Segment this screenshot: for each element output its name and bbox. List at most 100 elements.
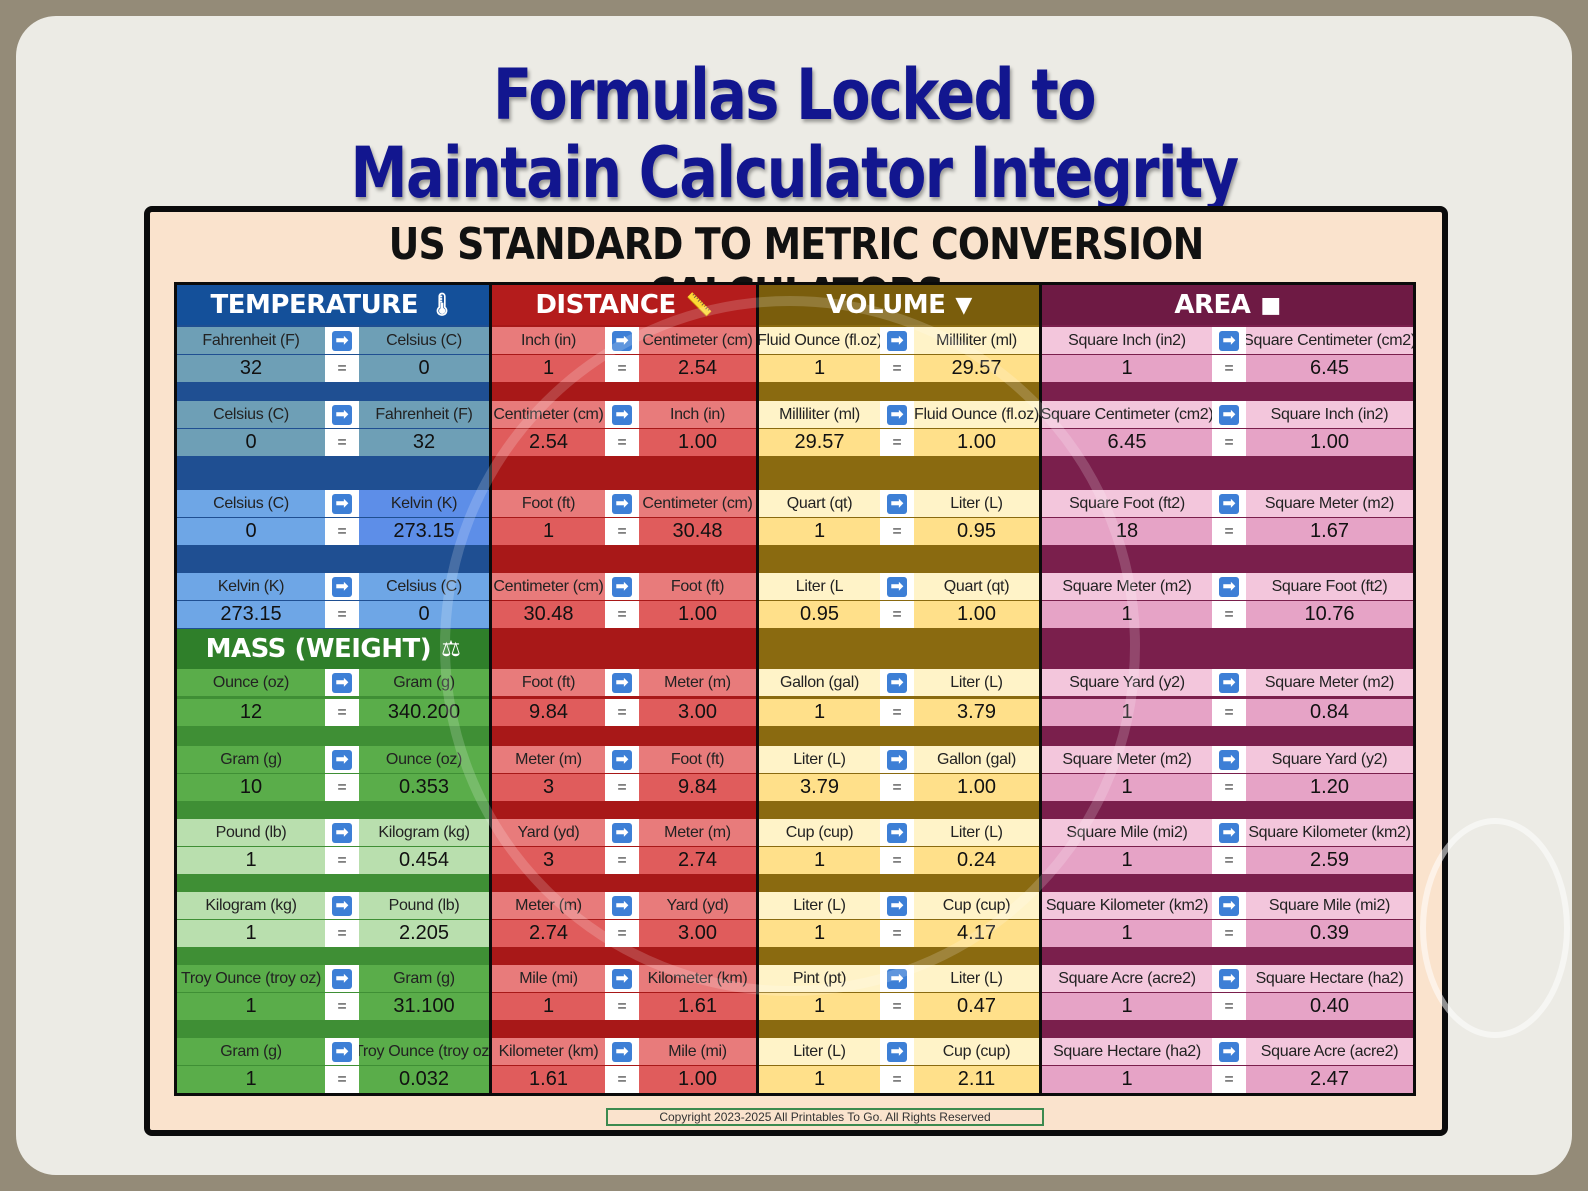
arrow-glyph: ➡ bbox=[887, 493, 907, 514]
input-value-field[interactable]: 0 bbox=[177, 429, 325, 456]
result-value-locked: 0 bbox=[359, 355, 489, 382]
from-unit-label: Pound (lb) bbox=[177, 819, 325, 846]
input-value-field[interactable]: 1.61 bbox=[492, 1066, 605, 1093]
arrow-glyph: ➡ bbox=[1219, 1041, 1239, 1062]
input-value-field[interactable]: 29.57 bbox=[759, 429, 880, 456]
equals-sign: = bbox=[1212, 774, 1246, 801]
input-value-field[interactable]: 0.95 bbox=[759, 601, 880, 628]
input-value-field[interactable]: 12 bbox=[177, 699, 325, 726]
temperature-mass-column: TEMPERATURE 🌡 Fahrenheit (F) ➡ Celsius (C) 32… bbox=[177, 285, 489, 1093]
input-value-field[interactable]: 1 bbox=[492, 518, 605, 545]
input-value-field[interactable]: 1 bbox=[1042, 847, 1212, 874]
input-value-field[interactable]: 1 bbox=[177, 920, 325, 947]
from-unit-label: Pint (pt) bbox=[759, 965, 880, 992]
equals-sign: = bbox=[325, 355, 359, 382]
input-value-field[interactable]: 1 bbox=[759, 355, 880, 382]
arrow-glyph: ➡ bbox=[332, 968, 352, 989]
arrow-glyph: ➡ bbox=[612, 330, 632, 351]
arrow-icon: ➡ bbox=[1212, 1038, 1246, 1065]
input-value-field[interactable]: 1 bbox=[759, 993, 880, 1020]
result-value-locked: 10.76 bbox=[1246, 601, 1413, 628]
input-value-field[interactable]: 1 bbox=[759, 1066, 880, 1093]
equals-sign: = bbox=[605, 518, 639, 545]
input-value-field[interactable]: 1 bbox=[177, 1066, 325, 1093]
from-unit-label: Ounce (oz) bbox=[177, 669, 325, 696]
input-value-field[interactable]: 3 bbox=[492, 847, 605, 874]
conversion-label-row: Yard (yd) ➡ Meter (m) bbox=[492, 819, 756, 846]
arrow-glyph: ➡ bbox=[1219, 672, 1239, 693]
volume-column: VOLUME ▼ Fluid Ounce (fl.oz) ➡ Milliliter (m… bbox=[759, 285, 1039, 1093]
to-unit-label: Square Hectare (ha2) bbox=[1246, 965, 1413, 992]
to-unit-label: Troy Ounce (troy oz) bbox=[359, 1038, 489, 1065]
input-value-field[interactable]: 1 bbox=[1042, 355, 1212, 382]
input-value-field[interactable]: 1 bbox=[759, 699, 880, 726]
conversion-value-row: 1 = 10.76 bbox=[1042, 601, 1413, 628]
input-value-field[interactable]: 1 bbox=[1042, 774, 1212, 801]
input-value-field[interactable]: 0 bbox=[177, 518, 325, 545]
input-value-field[interactable]: 1 bbox=[1042, 920, 1212, 947]
from-unit-label: Foot (ft) bbox=[492, 669, 605, 696]
input-value-field[interactable]: 30.48 bbox=[492, 601, 605, 628]
input-value-field[interactable]: 32 bbox=[177, 355, 325, 382]
input-value-field[interactable]: 1 bbox=[177, 993, 325, 1020]
to-unit-label: Pound (lb) bbox=[359, 892, 489, 919]
arrow-glyph: ➡ bbox=[1219, 330, 1239, 351]
conversion-label-row: Square Foot (ft2) ➡ Square Meter (m2) bbox=[1042, 490, 1413, 517]
input-value-field[interactable]: 2.74 bbox=[492, 920, 605, 947]
result-value-locked: 29.57 bbox=[914, 355, 1039, 382]
arrow-icon: ➡ bbox=[880, 1038, 914, 1065]
arrow-glyph: ➡ bbox=[887, 968, 907, 989]
arrow-icon: ➡ bbox=[325, 746, 359, 773]
arrow-glyph: ➡ bbox=[887, 895, 907, 916]
section-title-temperature: TEMPERATURE bbox=[210, 290, 419, 320]
result-value-locked: 4.17 bbox=[914, 920, 1039, 947]
conversion-value-row: 1 = 0.95 bbox=[759, 518, 1039, 545]
conversion-label-row: Square Centimeter (cm2) ➡ Square Inch (in2… bbox=[1042, 401, 1413, 428]
input-value-field[interactable]: 1 bbox=[492, 993, 605, 1020]
arrow-glyph: ➡ bbox=[612, 493, 632, 514]
equals-sign: = bbox=[880, 518, 914, 545]
input-value-field[interactable]: 1 bbox=[759, 847, 880, 874]
input-value-field[interactable]: 1 bbox=[1042, 601, 1212, 628]
to-unit-label: Kilometer (km) bbox=[639, 965, 756, 992]
arrow-icon: ➡ bbox=[325, 669, 359, 696]
arrow-icon: ➡ bbox=[880, 669, 914, 696]
arrow-icon: ➡ bbox=[605, 892, 639, 919]
input-value-field[interactable]: 1 bbox=[759, 920, 880, 947]
equals-sign: = bbox=[880, 993, 914, 1020]
input-value-field[interactable]: 1 bbox=[1042, 993, 1212, 1020]
equals-sign: = bbox=[325, 518, 359, 545]
input-value-field[interactable]: 273.15 bbox=[177, 601, 325, 628]
equals-sign: = bbox=[325, 699, 359, 726]
input-value-field[interactable]: 10 bbox=[177, 774, 325, 801]
input-value-field[interactable]: 3 bbox=[492, 774, 605, 801]
result-value-locked: 2.54 bbox=[639, 355, 756, 382]
arrow-glyph: ➡ bbox=[1219, 749, 1239, 770]
arrow-icon: ➡ bbox=[880, 892, 914, 919]
input-value-field[interactable]: 2.54 bbox=[492, 429, 605, 456]
arrow-icon: ➡ bbox=[1212, 490, 1246, 517]
from-unit-label: Foot (ft) bbox=[492, 490, 605, 517]
conversion-label-row: Meter (m) ➡ Foot (ft) bbox=[492, 746, 756, 773]
spreadsheet: US STANDARD TO METRIC CONVERSION CALCULA… bbox=[144, 206, 1448, 1136]
conversion-label-row: Milliliter (ml) ➡ Fluid Ounce (fl.oz) bbox=[759, 401, 1039, 428]
from-unit-label: Square Yard (y2) bbox=[1042, 669, 1212, 696]
input-value-field[interactable]: 1 bbox=[177, 847, 325, 874]
input-value-field[interactable]: 9.84 bbox=[492, 699, 605, 726]
equals-sign: = bbox=[1212, 847, 1246, 874]
input-value-field[interactable]: 1 bbox=[1042, 699, 1212, 726]
conversion-label-row: Liter (L ➡ Quart (qt) bbox=[759, 573, 1039, 600]
to-unit-label: Square Acre (acre2) bbox=[1246, 1038, 1413, 1065]
input-value-field[interactable]: 3.79 bbox=[759, 774, 880, 801]
input-value-field[interactable]: 6.45 bbox=[1042, 429, 1212, 456]
input-value-field[interactable]: 1 bbox=[759, 518, 880, 545]
arrow-glyph: ➡ bbox=[612, 749, 632, 770]
from-unit-label: Cup (cup) bbox=[759, 819, 880, 846]
to-unit-label: Foot (ft) bbox=[639, 746, 756, 773]
input-value-field[interactable]: 1 bbox=[492, 355, 605, 382]
input-value-field[interactable]: 1 bbox=[1042, 1066, 1212, 1093]
input-value-field[interactable]: 18 bbox=[1042, 518, 1212, 545]
from-unit-label: Liter (L) bbox=[759, 746, 880, 773]
conversion-value-row: 1 = 1.20 bbox=[1042, 774, 1413, 801]
arrow-glyph: ➡ bbox=[1219, 822, 1239, 843]
